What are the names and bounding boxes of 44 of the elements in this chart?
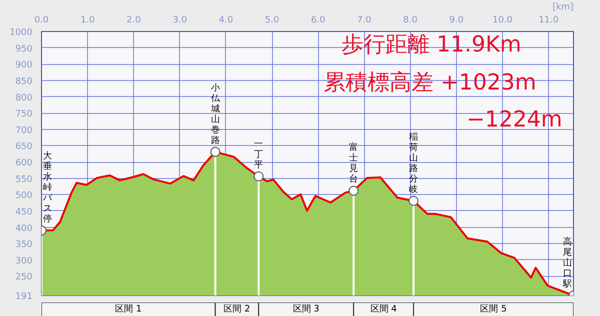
y-tick-label: 700 [15,126,33,136]
y-tick-label: 250 [15,272,33,283]
annotation: 富士見台 [349,142,358,185]
text: 区間 3 [292,304,320,314]
y-tick-label: 191 [15,292,33,302]
x-tick-label: 6.0 [310,16,326,26]
y-tick-label: 950 [15,44,33,54]
y-tick-label: 400 [15,224,33,234]
x-tick-label: 11.0 [538,16,559,26]
y-tick-label: 350 [15,240,33,250]
annotation: 小仏城山巻路 [210,82,221,146]
x-tick-label: 8.0 [403,16,418,26]
y-tick-label: 550 [15,174,33,185]
x-tick-label: 0.0 [34,16,49,26]
annotation: 高尾山口駅 [562,236,572,290]
annotation: 大垂水峠バス停 [42,150,53,225]
x-tick-label: 2.0 [126,16,142,26]
text: 区間 1 [115,304,142,314]
x-tick-label: 9.0 [449,16,464,26]
annotation: 累積標高差 +1023m [324,70,536,96]
y-tick-label: 650 [15,142,33,152]
y-tick-label: 500 [15,191,33,202]
annotation: 一丁平 [254,139,264,170]
y-tick-label: 450 [15,207,33,218]
x-tick-label: 5.0 [264,16,280,26]
x-tick-label: 3.0 [172,16,188,26]
y-tick-label: 1000 [10,28,33,38]
annotation: 歩行距離 11.9Km [342,32,522,58]
annotation: −1224m [466,108,562,132]
x-tick-label: 10.0 [492,16,513,26]
annotation: 稲荷山路分岐 [409,132,418,195]
y-tick-label: 300 [15,256,33,266]
text: 区間 5 [480,304,507,314]
x-tick-label: 4.0 [218,16,234,26]
x-tick-label: 7.0 [357,16,372,26]
x-tick-label: 1.0 [80,16,96,26]
x-axis-title: [km] [552,2,574,12]
text: 区間 4 [370,304,398,314]
y-tick-label: 800 [15,93,33,104]
y-tick-label: 850 [15,76,33,87]
y-tick-label: 750 [15,110,33,120]
y-tick-label: 900 [15,60,33,71]
y-tick-label: 600 [15,158,33,169]
text: 区間 2 [224,304,250,314]
